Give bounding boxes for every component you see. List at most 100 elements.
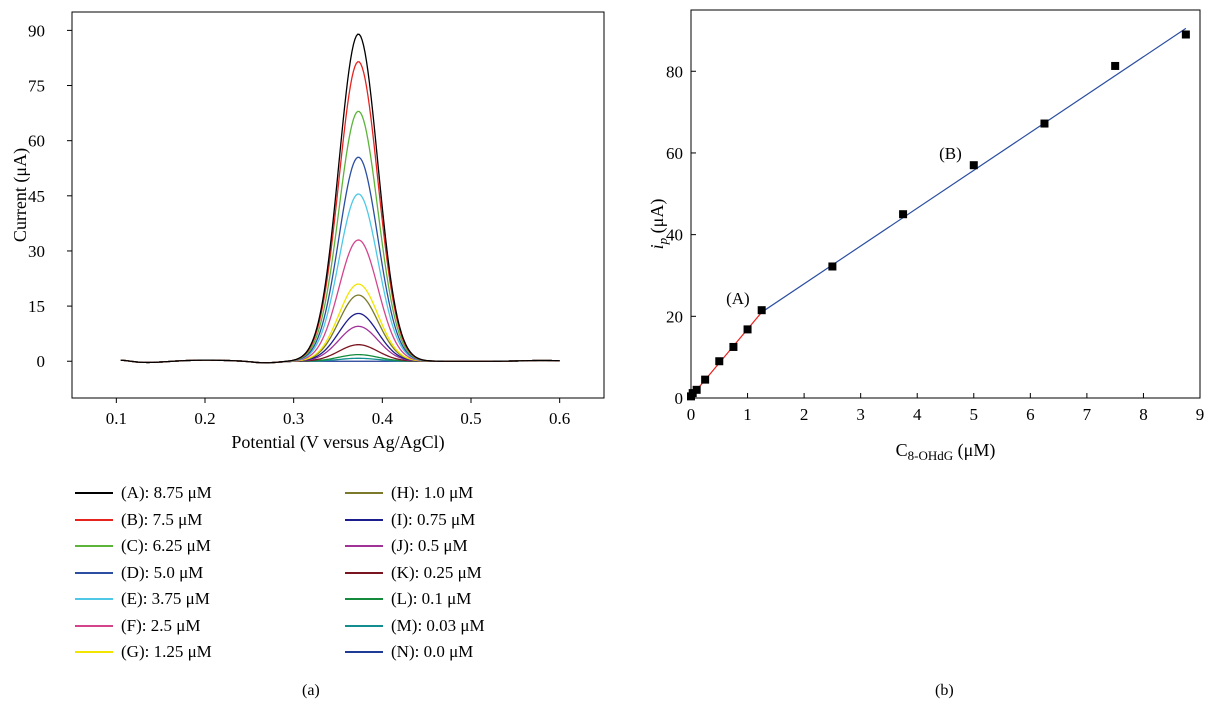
x-tick-label-b: 0 xyxy=(687,405,696,424)
x-tick-label-b: 2 xyxy=(800,405,809,424)
data-point-b xyxy=(743,325,752,334)
legend-label: (I): 0.75 μM xyxy=(391,509,476,529)
plot-frame-a xyxy=(71,11,605,399)
panel-label-b: (b) xyxy=(935,682,954,699)
data-point-b xyxy=(1040,119,1049,128)
series-line-a xyxy=(120,193,560,364)
legend-swatch xyxy=(75,545,113,548)
legend-label: (G): 1.25 μM xyxy=(121,642,212,662)
legend-swatch xyxy=(75,624,113,627)
panel-label-a: (a) xyxy=(302,682,320,699)
data-point-b xyxy=(701,375,710,384)
legend-label: (H): 1.0 μM xyxy=(391,483,474,503)
data-point-b xyxy=(828,262,837,271)
legend-item: (I): 0.75 μM xyxy=(345,507,555,534)
legend-label: (B): 7.5 μM xyxy=(121,509,203,529)
x-tick-label-a: 0.4 xyxy=(372,409,394,428)
legend-item: (M): 0.03 μM xyxy=(345,613,555,640)
x-tick-label-b: 1 xyxy=(743,405,752,424)
legend-label: (N): 0.0 μM xyxy=(391,642,474,662)
legend-item: (H): 1.0 μM xyxy=(345,480,555,507)
y-tick-label-a: 0 xyxy=(37,352,46,371)
x-tick-label-b: 8 xyxy=(1139,405,1148,424)
series-line-a xyxy=(120,294,560,364)
legend-swatch xyxy=(345,598,383,601)
y-tick-label-a: 15 xyxy=(28,297,45,316)
data-point-b xyxy=(1181,30,1190,39)
legend-label: (C): 6.25 μM xyxy=(121,536,211,556)
data-point-b xyxy=(899,210,908,219)
y-tick-label-a: 60 xyxy=(28,132,45,151)
fit-line-b xyxy=(761,27,1187,313)
data-point-b xyxy=(969,161,978,170)
legend-swatch xyxy=(345,545,383,548)
y-tick-label-b: 0 xyxy=(675,389,684,408)
legend-item: (K): 0.25 μM xyxy=(345,560,555,587)
series-line-a xyxy=(120,33,560,364)
y-tick-label-b: 80 xyxy=(666,62,683,81)
legend-item: (F): 2.5 μM xyxy=(75,613,345,640)
y-tick-label-b: 60 xyxy=(666,144,683,163)
legend-label: (A): 8.75 μM xyxy=(121,483,212,503)
fit-line-b xyxy=(690,311,763,398)
data-point-b xyxy=(715,357,724,366)
annotation-b: (A) xyxy=(726,289,750,308)
legend-label: (D): 5.0 μM xyxy=(121,562,204,582)
annotation-b: (B) xyxy=(939,144,962,163)
x-tick-label-b: 5 xyxy=(970,405,979,424)
y-tick-label-b: 20 xyxy=(666,307,683,326)
legend-item: (A): 8.75 μM xyxy=(75,480,345,507)
x-tick-label-b: 7 xyxy=(1083,405,1092,424)
legend-swatch xyxy=(75,518,113,521)
x-tick-label-b: 4 xyxy=(913,405,922,424)
legend-swatch xyxy=(345,624,383,627)
legend-swatch xyxy=(75,571,113,574)
x-tick-label-b: 6 xyxy=(1026,405,1035,424)
legend-item: (D): 5.0 μM xyxy=(75,560,345,587)
legend-item: (E): 3.75 μM xyxy=(75,586,345,613)
y-axis-label-a: Current (μA) xyxy=(10,148,31,242)
legend-swatch xyxy=(75,598,113,601)
legend-swatch xyxy=(345,571,383,574)
y-tick-label-a: 90 xyxy=(28,21,45,40)
legend-item: (B): 7.5 μM xyxy=(75,507,345,534)
y-tick-label-a: 30 xyxy=(28,242,45,261)
legend-swatch xyxy=(345,492,383,495)
legend-label: (F): 2.5 μM xyxy=(121,615,201,635)
chart-a: 0.1 0.2 0.3 0.4 0.5 0.6 0 15 30 45 60 75 90 Potential… xyxy=(10,11,605,453)
data-point-b xyxy=(729,342,738,351)
legend-label: (E): 3.75 μM xyxy=(121,589,210,609)
legend-swatch xyxy=(345,518,383,521)
y-tick-label-a: 45 xyxy=(28,187,45,206)
x-tick-label-a: 0.5 xyxy=(460,409,481,428)
legend-label: (J): 0.5 μM xyxy=(391,536,468,556)
x-tick-label-a: 0.1 xyxy=(106,409,127,428)
legend-item: (C): 6.25 μM xyxy=(75,533,345,560)
series-line-a xyxy=(120,239,560,364)
y-axis-label-b: ip (μA) xyxy=(647,199,670,250)
chart-b: 0 1 2 3 4 5 6 7 8 9 0 20 40 60 80 C8-OHdG (μM) ip (μA) (A… xyxy=(647,9,1205,463)
x-tick-label-a: 0.2 xyxy=(194,409,215,428)
legend-swatch xyxy=(75,492,113,495)
x-tick-label-b: 3 xyxy=(856,405,865,424)
x-tick-label-b: 9 xyxy=(1196,405,1205,424)
data-point-b xyxy=(692,385,701,394)
legend-item: (N): 0.0 μM xyxy=(345,639,555,666)
data-point-b xyxy=(757,306,766,315)
y-tick-label-a: 75 xyxy=(28,77,45,96)
x-axis-label-b: C8-OHdG (μM) xyxy=(896,440,996,463)
x-tick-label-a: 0.3 xyxy=(283,409,304,428)
legend-label: (L): 0.1 μM xyxy=(391,589,472,609)
y-tick-label-b: 40 xyxy=(666,226,683,245)
x-tick-label-a: 0.6 xyxy=(549,409,570,428)
legend-label: (M): 0.03 μM xyxy=(391,615,485,635)
legend-a: (A): 8.75 μM (B): 7.5 μM (C): 6.25 μM (D): … xyxy=(75,480,555,666)
plot-frame-b xyxy=(690,9,1201,399)
legend-swatch xyxy=(345,651,383,654)
series-line-a xyxy=(120,156,560,364)
data-point-b xyxy=(1111,61,1120,70)
x-axis-label-a: Potential (V versus Ag/AgCl) xyxy=(231,432,444,453)
legend-item: (G): 1.25 μM xyxy=(75,639,345,666)
